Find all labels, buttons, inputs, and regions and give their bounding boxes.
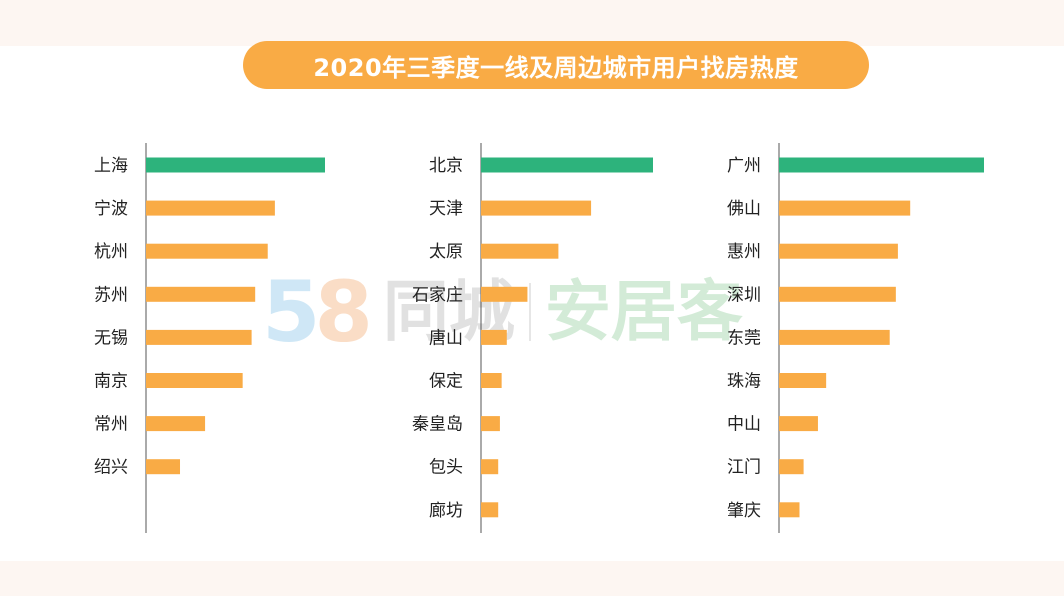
top-band: [0, 0, 1064, 46]
bar: [779, 243, 898, 259]
bar: [146, 416, 206, 432]
category-label: 石家庄: [412, 285, 463, 305]
category-label: 中山: [727, 415, 761, 435]
category-label: 肇庆: [727, 501, 761, 521]
category-label: 苏州: [94, 285, 128, 305]
category-label: 北京: [429, 156, 463, 176]
category-label: 太原: [429, 242, 463, 262]
bar: [779, 416, 818, 432]
bar: [481, 157, 653, 173]
category-label: 惠州: [727, 242, 761, 262]
category-label: 江门: [727, 458, 761, 478]
bar: [481, 459, 499, 475]
bar: [481, 243, 559, 259]
category-label: 绍兴: [94, 458, 128, 478]
category-label: 保定: [429, 372, 463, 392]
bar: [779, 157, 984, 173]
bar: [779, 329, 890, 345]
category-label: 东莞: [727, 328, 761, 348]
bar: [481, 329, 507, 345]
category-label: 常州: [94, 415, 128, 435]
category-label: 南京: [94, 372, 128, 392]
category-label: 珠海: [727, 372, 761, 392]
category-label: 天津: [429, 199, 463, 219]
category-label: 宁波: [94, 199, 128, 219]
bar: [779, 459, 804, 475]
category-label: 无锡: [94, 328, 128, 348]
bar: [146, 286, 256, 302]
bar: [146, 329, 252, 345]
bar: [146, 200, 275, 216]
bar: [481, 373, 502, 388]
bar: [146, 157, 325, 173]
category-label: 廊坊: [429, 501, 463, 521]
chart-panel: [0, 46, 1064, 561]
bar: [779, 502, 800, 518]
category-label: 杭州: [94, 242, 128, 262]
bar: [146, 243, 268, 259]
category-label: 包头: [429, 458, 463, 478]
bar: [779, 286, 896, 302]
category-label: 广州: [727, 156, 761, 176]
bottom-band: [0, 561, 1064, 596]
bar: [481, 286, 528, 302]
bar: [146, 459, 181, 475]
bar: [146, 373, 243, 388]
bar: [779, 200, 911, 216]
category-label: 秦皇岛: [412, 415, 463, 435]
category-label: 佛山: [727, 199, 761, 219]
category-label: 上海: [94, 156, 128, 176]
bar: [481, 502, 499, 518]
bar: [481, 200, 592, 216]
category-label: 深圳: [727, 285, 761, 305]
category-label: 唐山: [429, 327, 463, 348]
chart-title: 2020年三季度一线及周边城市用户找房热度: [243, 41, 869, 89]
bar: [481, 416, 500, 432]
bar: [779, 373, 827, 388]
